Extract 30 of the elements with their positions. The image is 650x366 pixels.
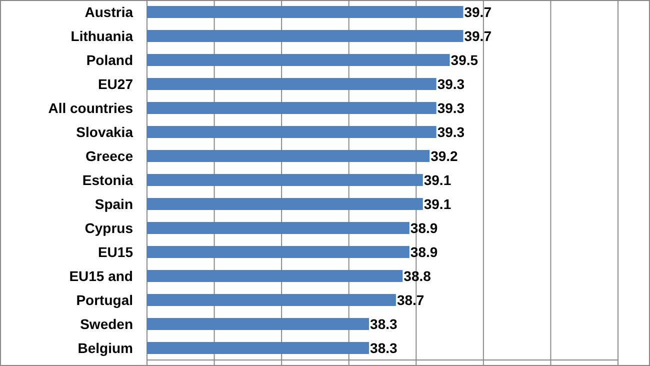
y-tick-label: Greece: [86, 148, 134, 164]
data-label: 39.5: [450, 52, 478, 68]
data-label: 39.3: [437, 124, 465, 140]
y-tick-label: Belgium: [78, 340, 133, 356]
y-tick-label: Cyprus: [84, 220, 134, 236]
y-tick-label: Poland: [86, 52, 133, 68]
y-tick-label: Spain: [94, 196, 133, 212]
data-label: 39.1: [424, 196, 452, 212]
data-label: 39.3: [437, 100, 465, 116]
y-tick-label: Austria: [84, 4, 134, 20]
data-label: 38.8: [404, 268, 432, 284]
y-tick-label: Sweden: [80, 316, 133, 332]
data-label: 38.3: [370, 340, 398, 356]
data-label: 38.7: [396, 292, 424, 308]
data-label: 39.7: [464, 28, 492, 44]
data-label: 39.1: [424, 172, 452, 188]
y-tick-label: EU15 and: [69, 268, 133, 284]
y-tick-label: EU15: [98, 244, 134, 260]
data-label: 39.3: [437, 76, 465, 92]
data-label: 38.9: [410, 244, 438, 260]
y-tick-label: Lithuania: [70, 28, 134, 44]
y-tick-label: EU27: [98, 76, 134, 92]
data-label: 38.3: [370, 316, 398, 332]
y-tick-label: All countries: [48, 100, 134, 116]
y-tick-label: Estonia: [82, 172, 134, 188]
data-label: 38.9: [410, 220, 438, 236]
y-tick-label: Portugal: [76, 292, 133, 308]
data-label: 39.2: [430, 148, 458, 164]
data-label: 39.7: [464, 4, 492, 20]
y-tick-label: Slovakia: [76, 124, 134, 140]
